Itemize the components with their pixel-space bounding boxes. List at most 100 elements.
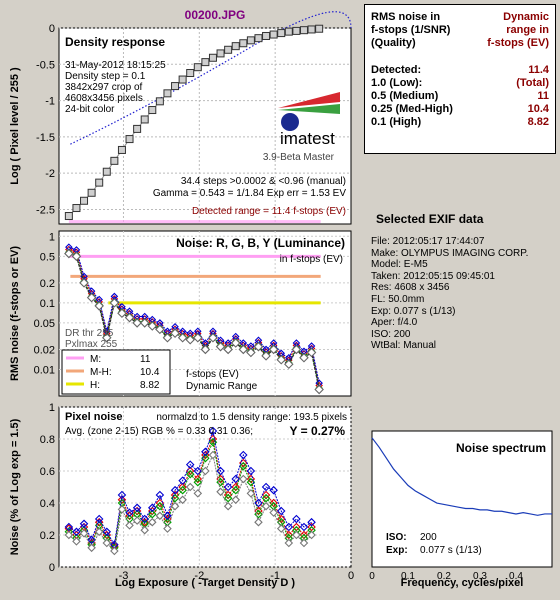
pixel-noise-point	[299, 538, 309, 548]
pixel-noise-point	[284, 522, 294, 532]
pixel-noise-point	[140, 525, 149, 535]
noise-title: Noise: R, G, B, Y (Luminance)	[176, 236, 345, 250]
y-axis-label: Noise (% of Log exp = 1.5)	[9, 418, 21, 555]
pixel-noise-line	[68, 437, 312, 548]
exif-line: Res: 4608 x 3456	[371, 282, 450, 294]
density-point	[284, 27, 293, 36]
noise-luminance-point	[162, 332, 173, 343]
detected-range-label: Detected range = 11.4 f-stops (EV)	[192, 206, 346, 217]
x-tick-label: 0	[348, 570, 354, 582]
logo-icon	[278, 92, 340, 108]
noise-luminance-point	[185, 334, 195, 345]
noise-luminance-point	[177, 332, 188, 343]
noise-luminance-point	[299, 352, 309, 363]
density-point	[246, 36, 255, 45]
noise-luminance-point	[215, 341, 226, 352]
noise-series-line	[68, 246, 320, 384]
pixel-noise-point	[193, 474, 203, 484]
logo-subtitle: 3.9-Beta Master	[263, 152, 335, 163]
y-axis-label: RMS noise (f-stops or EV)	[9, 246, 21, 381]
rms-row-value: 11.4	[528, 64, 549, 76]
rms-row-value: 8.82	[527, 116, 549, 128]
pixel-noise-point	[216, 466, 225, 476]
rms-row: 0.25 (Med-High) 10.4	[371, 103, 549, 116]
pixel-noise-point	[193, 489, 203, 498]
density-info-line: Density step = 0.1	[65, 71, 146, 82]
pixel-noise-point	[261, 482, 271, 492]
pixel-noise-line	[68, 429, 312, 547]
density-response-plot: 0 -0.5 -1 -1.5 -2 -2.5 Density response 31-May-…	[9, 11, 352, 225]
noise-luminance-point	[291, 344, 302, 355]
x-tick-label: -3	[119, 570, 129, 582]
pixel-noise-point	[231, 474, 240, 484]
rms-row-label: 0.5 (Medium)	[371, 90, 439, 102]
pixel-noise-point	[292, 530, 301, 540]
exif-line: Exp: 0.077 s (1/13)	[371, 305, 456, 317]
x-axis-label: Log Exposure ( -Target Density D )	[115, 577, 295, 589]
spectrum-info-bg	[380, 527, 520, 559]
rms-header-line: (Quality)	[371, 37, 416, 49]
density-info-line: 24-bit color	[65, 104, 115, 115]
rms-dynamic-range-panel: RMS noise in f-stops (1/SNR) (Quality) D…	[364, 4, 556, 154]
density-point	[201, 58, 210, 67]
pixel-noise-point	[269, 508, 278, 517]
pixel-noise-point	[155, 490, 165, 500]
density-point	[186, 69, 195, 78]
noise-luminance-point	[246, 347, 256, 358]
rms-row: 0.5 (Medium) 11	[371, 90, 549, 103]
logo-text: imatest	[280, 129, 335, 148]
x-tick-label: 0.1	[401, 571, 415, 582]
pixel-noise-point	[148, 517, 157, 527]
noise-luminance-point	[314, 384, 324, 395]
density-point	[239, 39, 248, 48]
density-point	[262, 31, 271, 40]
y-tick-label: 0.02	[34, 344, 55, 356]
density-point	[102, 167, 111, 176]
pixel-noise-point	[170, 485, 180, 495]
noise-luminance-point	[268, 344, 279, 355]
density-point	[95, 178, 104, 187]
pixel-noise-point	[87, 535, 96, 545]
pixel-noise-point	[117, 505, 127, 514]
pixel-noise-point	[125, 521, 134, 530]
pixel-noise-subtitle: normalzd to 1.5 density range: 193.5 pix…	[156, 412, 347, 423]
x-tick-label: -2	[194, 570, 204, 582]
y-tick-label: 0.2	[40, 530, 55, 542]
pixel-noise-avg: Avg. (zone 2-15) RGB % = 0.33 0.31 0.36;	[65, 426, 253, 437]
pixel-noise-point	[216, 474, 225, 484]
noise-series-line	[68, 249, 320, 386]
pixel-noise-point	[193, 466, 203, 476]
pixel-noise-point	[231, 495, 240, 505]
legend-value: 11	[140, 354, 151, 365]
rms-row-label: 0.25 (Med-High)	[371, 103, 453, 115]
noise-luminance-point	[117, 308, 127, 318]
noise-luminance-point	[200, 344, 211, 355]
spectrum-iso-label: ISO:	[386, 532, 407, 543]
noise-luminance-point	[109, 298, 120, 308]
pixel-noise-point	[201, 447, 210, 457]
logo-icon	[278, 104, 340, 114]
pixel-noise-point	[239, 450, 248, 460]
dr-note: DR thr 255	[65, 328, 114, 339]
exif-line: Model: E-M5	[371, 259, 428, 271]
pixel-noise-point	[155, 501, 165, 511]
density-point	[178, 75, 187, 84]
rms-row-value: 11	[537, 90, 549, 102]
dr-header: Dynamic range in f-stops (EV)	[487, 11, 549, 50]
pixel-noise-point	[132, 503, 142, 513]
x-axis-label: Frequency, cycles/pixel	[401, 577, 524, 589]
pixel-noise-point	[79, 519, 89, 529]
spectrum-exp-label: Exp:	[386, 545, 408, 556]
noise-luminance-point	[124, 312, 135, 323]
pixel-noise-point	[254, 498, 263, 508]
pixel-noise-point	[72, 527, 81, 537]
pixel-noise-point	[246, 466, 256, 476]
y-tick-label: 1	[49, 402, 55, 414]
pixel-noise-point	[102, 538, 112, 548]
density-point	[133, 124, 142, 133]
legend-label: M-H:	[90, 367, 112, 378]
pixel-noise-point	[140, 514, 149, 524]
density-point	[254, 34, 263, 43]
noise-luminance-point	[102, 332, 112, 343]
noise-luminance-line	[68, 252, 320, 390]
